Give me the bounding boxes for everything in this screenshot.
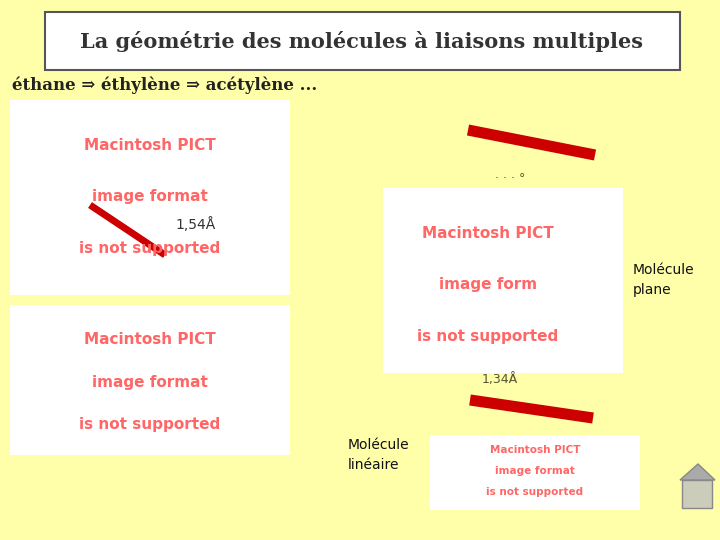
Text: éthane ⇒ éthylène ⇒ acétylène ...: éthane ⇒ éthylène ⇒ acétylène ... xyxy=(12,76,318,94)
FancyBboxPatch shape xyxy=(430,435,640,510)
Text: is not supported: is not supported xyxy=(487,487,584,497)
Text: Macintosh PICT: Macintosh PICT xyxy=(490,445,580,455)
Polygon shape xyxy=(680,464,715,480)
Text: Molécule
plane: Molécule plane xyxy=(633,263,695,297)
Text: image form: image form xyxy=(439,278,537,293)
Text: · · · °: · · · ° xyxy=(495,172,525,185)
Text: La géométrie des molécules à liaisons multiples: La géométrie des molécules à liaisons mu… xyxy=(81,30,644,51)
FancyBboxPatch shape xyxy=(682,480,712,508)
Text: 1,34Å: 1,34Å xyxy=(482,374,518,387)
FancyBboxPatch shape xyxy=(10,100,290,295)
Text: is not supported: is not supported xyxy=(79,416,220,431)
FancyBboxPatch shape xyxy=(45,12,680,70)
Text: image format: image format xyxy=(92,375,208,389)
Text: is not supported: is not supported xyxy=(418,329,559,345)
Text: 1,54Å: 1,54Å xyxy=(175,218,215,233)
Text: is not supported: is not supported xyxy=(79,241,220,256)
FancyBboxPatch shape xyxy=(383,188,623,373)
FancyBboxPatch shape xyxy=(10,305,290,455)
Text: Macintosh PICT: Macintosh PICT xyxy=(84,333,216,348)
Text: Molécule
linéaire: Molécule linéaire xyxy=(348,438,410,472)
Text: image format: image format xyxy=(495,466,575,476)
Text: Macintosh PICT: Macintosh PICT xyxy=(422,226,554,240)
Text: Macintosh PICT: Macintosh PICT xyxy=(84,138,216,152)
Text: image format: image format xyxy=(92,190,208,205)
